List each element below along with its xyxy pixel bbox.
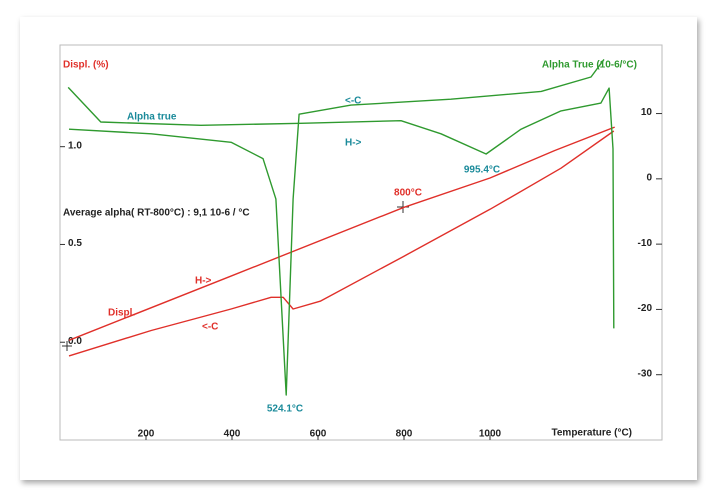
start-marker [62, 341, 72, 351]
y-axis-label: Displ. (%) [63, 60, 109, 71]
y2-tick-label: 0 [646, 172, 652, 183]
annotation: 524.1°C [267, 404, 303, 415]
series-label: <-C [345, 96, 361, 107]
y2-tick-label: -20 [638, 303, 653, 314]
curve-label: Alpha true [127, 112, 177, 123]
series-line [68, 130, 615, 357]
series-line [67, 86, 615, 329]
y2-tick-label: 10 [641, 107, 653, 118]
x-tick-label: 400 [224, 429, 241, 440]
y2-axis-label: Alpha True (10-6/°C) [542, 60, 637, 71]
card [20, 17, 697, 480]
annotation: 800°C [394, 188, 422, 199]
y2-tick-label: -10 [638, 238, 653, 249]
series-label: <-C [202, 322, 218, 333]
x-tick-label: 200 [138, 429, 155, 440]
series-label: H-> [195, 276, 212, 287]
series-line [68, 58, 605, 396]
y-tick-label: 1.0 [68, 140, 82, 151]
curve-label: Displ. [108, 308, 135, 319]
y-tick-label: 0.5 [68, 238, 82, 249]
x-tick-label: 1000 [479, 429, 502, 440]
y2-tick-label: -30 [638, 368, 653, 379]
x-axis-label: Temperature (°C) [552, 428, 633, 439]
x-tick-label: 600 [310, 429, 327, 440]
annotation: Average alpha( RT-800°C) : 9,1 10-6 / °C [63, 208, 250, 219]
y-tick-label: 0.0 [68, 336, 82, 347]
x-tick-label: 800 [396, 429, 413, 440]
plot-frame [59, 44, 663, 441]
series-line [68, 126, 615, 341]
series-label: H-> [345, 138, 362, 149]
annotation: 995.4°C [464, 165, 500, 176]
